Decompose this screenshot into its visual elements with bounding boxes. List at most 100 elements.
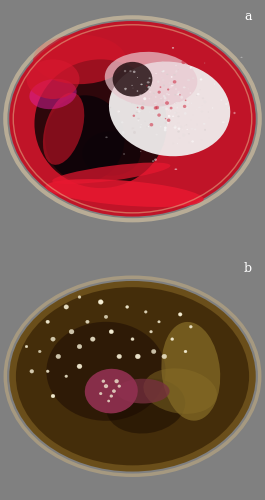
Ellipse shape: [29, 79, 77, 109]
Ellipse shape: [168, 115, 170, 116]
Ellipse shape: [144, 310, 147, 313]
Ellipse shape: [182, 129, 183, 130]
Ellipse shape: [9, 281, 256, 471]
Ellipse shape: [46, 370, 49, 372]
Ellipse shape: [114, 379, 119, 383]
Ellipse shape: [136, 112, 139, 113]
Ellipse shape: [138, 110, 140, 112]
Ellipse shape: [146, 126, 148, 128]
Ellipse shape: [175, 88, 177, 90]
Ellipse shape: [167, 118, 170, 122]
Ellipse shape: [110, 394, 113, 398]
Ellipse shape: [183, 105, 186, 108]
Ellipse shape: [153, 92, 154, 94]
Ellipse shape: [162, 79, 165, 82]
Ellipse shape: [185, 100, 187, 101]
Ellipse shape: [170, 110, 171, 112]
Ellipse shape: [178, 128, 180, 130]
Ellipse shape: [154, 102, 156, 104]
Ellipse shape: [184, 101, 186, 103]
Ellipse shape: [167, 88, 169, 90]
Ellipse shape: [188, 142, 190, 143]
Ellipse shape: [138, 107, 139, 108]
Ellipse shape: [142, 105, 145, 107]
Ellipse shape: [175, 70, 178, 72]
Ellipse shape: [165, 118, 166, 120]
Ellipse shape: [46, 322, 166, 421]
Ellipse shape: [165, 101, 169, 105]
Ellipse shape: [142, 102, 145, 106]
Ellipse shape: [104, 315, 108, 318]
Ellipse shape: [161, 71, 164, 72]
Ellipse shape: [98, 300, 103, 304]
Ellipse shape: [30, 370, 34, 373]
Ellipse shape: [51, 337, 55, 341]
Ellipse shape: [147, 86, 151, 88]
Ellipse shape: [182, 134, 185, 137]
Ellipse shape: [168, 100, 170, 101]
Ellipse shape: [113, 62, 152, 96]
Ellipse shape: [204, 129, 206, 131]
Ellipse shape: [158, 90, 161, 94]
Ellipse shape: [160, 98, 162, 99]
Ellipse shape: [86, 320, 89, 324]
Ellipse shape: [105, 136, 108, 138]
Ellipse shape: [174, 84, 176, 86]
Ellipse shape: [189, 92, 191, 94]
Ellipse shape: [175, 112, 177, 114]
Ellipse shape: [201, 110, 203, 112]
Ellipse shape: [112, 390, 116, 393]
Ellipse shape: [105, 52, 197, 106]
Ellipse shape: [116, 110, 119, 112]
Ellipse shape: [186, 129, 188, 130]
Text: b: b: [244, 262, 252, 276]
Ellipse shape: [179, 138, 180, 139]
Ellipse shape: [174, 168, 177, 170]
Ellipse shape: [143, 116, 146, 118]
Ellipse shape: [149, 123, 153, 126]
Ellipse shape: [143, 368, 217, 414]
Ellipse shape: [33, 34, 126, 84]
Ellipse shape: [196, 109, 197, 110]
Ellipse shape: [179, 94, 181, 96]
Ellipse shape: [165, 108, 168, 110]
Ellipse shape: [155, 106, 159, 110]
Ellipse shape: [177, 130, 180, 132]
Ellipse shape: [151, 350, 156, 354]
Ellipse shape: [182, 60, 185, 64]
Ellipse shape: [155, 73, 157, 74]
Ellipse shape: [175, 65, 176, 66]
Ellipse shape: [56, 354, 61, 358]
Ellipse shape: [228, 108, 229, 109]
Ellipse shape: [183, 86, 186, 88]
Ellipse shape: [185, 126, 186, 128]
Ellipse shape: [200, 78, 202, 80]
Ellipse shape: [160, 126, 161, 128]
Ellipse shape: [122, 114, 123, 116]
Ellipse shape: [131, 338, 134, 340]
Ellipse shape: [164, 96, 166, 100]
Ellipse shape: [117, 110, 120, 112]
Ellipse shape: [201, 74, 204, 78]
Ellipse shape: [82, 131, 140, 176]
Ellipse shape: [140, 106, 144, 110]
Ellipse shape: [9, 21, 256, 216]
Ellipse shape: [135, 354, 140, 359]
Ellipse shape: [125, 89, 126, 90]
Ellipse shape: [204, 62, 205, 64]
Ellipse shape: [185, 106, 188, 109]
Ellipse shape: [174, 112, 176, 114]
Ellipse shape: [222, 122, 225, 123]
Ellipse shape: [184, 112, 187, 115]
Ellipse shape: [154, 106, 157, 110]
Ellipse shape: [26, 60, 80, 99]
Ellipse shape: [202, 97, 204, 100]
Ellipse shape: [161, 104, 164, 106]
Ellipse shape: [187, 65, 189, 66]
Ellipse shape: [121, 122, 123, 124]
Ellipse shape: [122, 131, 125, 134]
Ellipse shape: [133, 129, 134, 130]
Ellipse shape: [203, 123, 206, 124]
Ellipse shape: [140, 151, 142, 152]
Ellipse shape: [85, 369, 138, 414]
